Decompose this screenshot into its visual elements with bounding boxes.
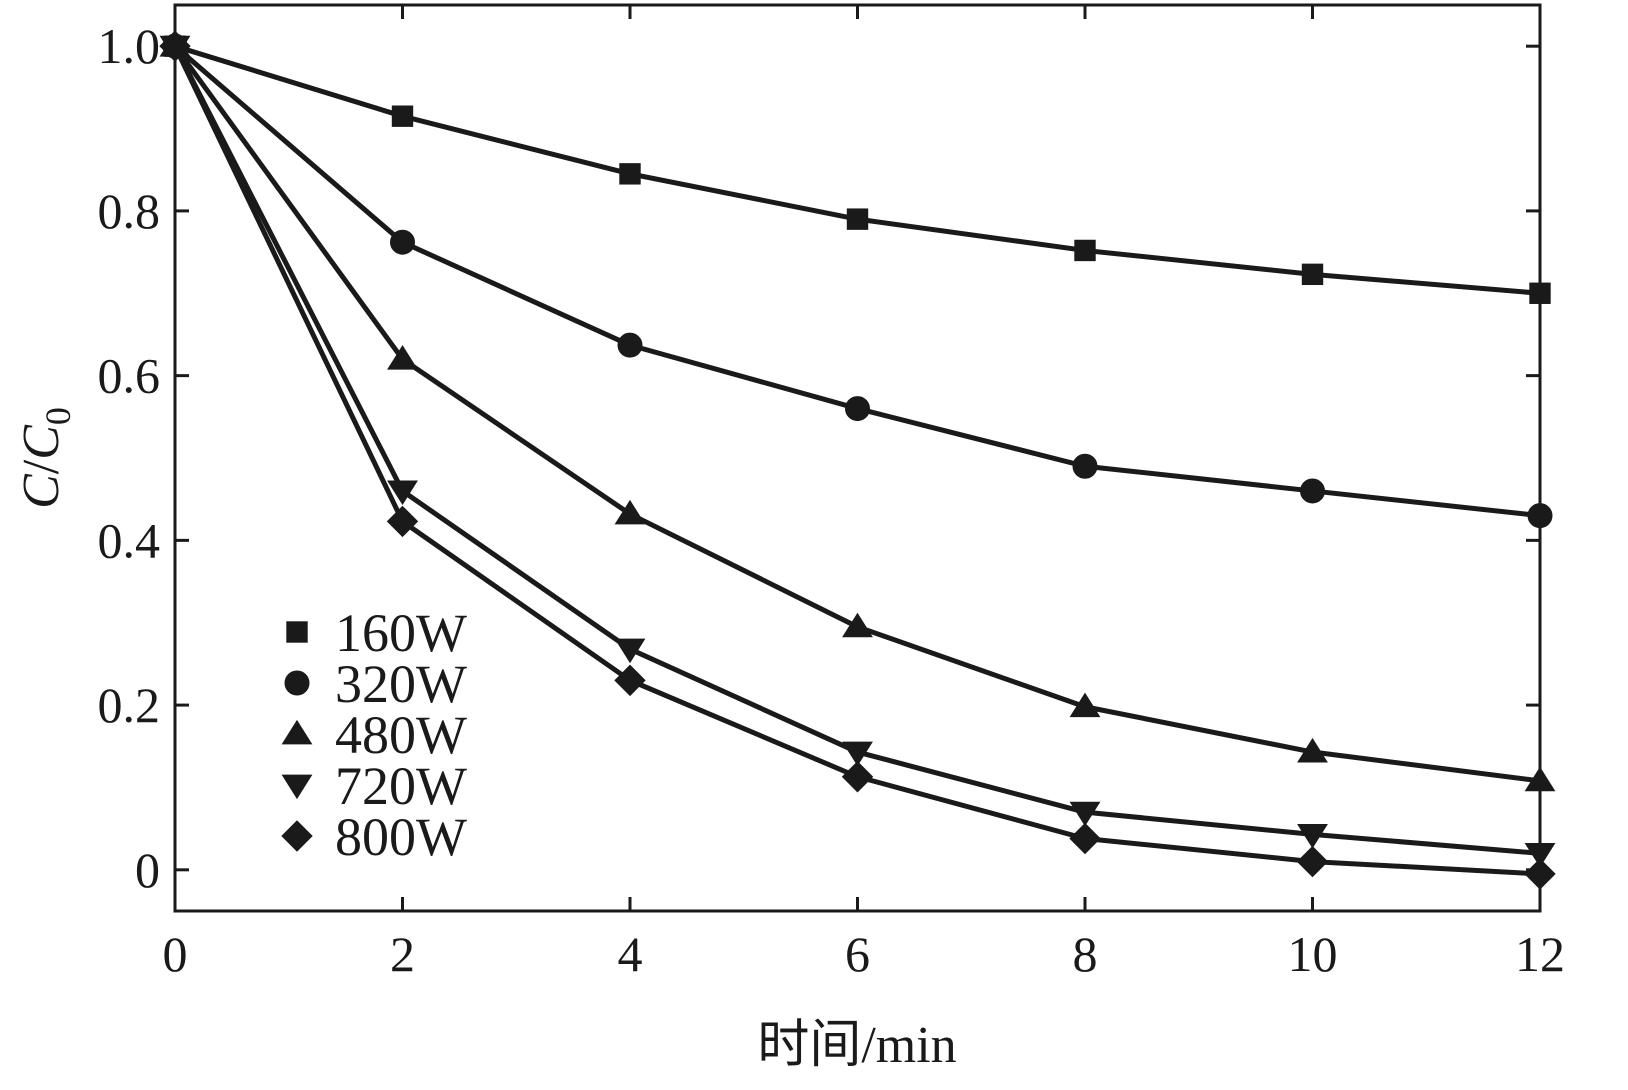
x-tick-label: 4 [618, 926, 643, 982]
y-tick-label: 0.6 [98, 348, 161, 404]
data-point-480W [1297, 737, 1328, 763]
legend-marker-160W [286, 621, 308, 643]
data-point-160W [846, 208, 869, 230]
x-tick-label: 8 [1073, 926, 1098, 982]
data-point-320W [1527, 503, 1553, 529]
y-axis-title-slash: / [13, 459, 70, 474]
legend-marker-320W [284, 670, 310, 696]
x-tick-label: 6 [845, 926, 870, 982]
data-point-160W [1301, 263, 1324, 286]
y-tick-label: 0.8 [98, 183, 161, 239]
series-line-160W [174, 43, 1541, 296]
y-axis-title: C/C0 [13, 407, 78, 509]
y-tick-label: 0.4 [98, 512, 161, 568]
x-tick-label: 10 [1288, 926, 1338, 982]
data-point-800W [614, 664, 646, 697]
data-point-320W [390, 229, 415, 255]
data-point-480W [1069, 692, 1101, 718]
data-point-160W [1074, 239, 1096, 262]
data-point-720W [387, 480, 418, 506]
y-tick-label: 1.0 [98, 18, 161, 74]
data-point-160W [1529, 282, 1551, 304]
x-tick-label: 2 [390, 926, 415, 982]
data-point-320W [1300, 478, 1325, 504]
data-point-800W [1524, 858, 1556, 890]
data-point-320W [1072, 453, 1098, 479]
data-point-800W [159, 30, 191, 62]
legend-label-320W: 320W [335, 654, 467, 714]
y-tick-label: 0 [135, 842, 160, 898]
data-point-800W [1069, 822, 1101, 855]
x-tick-label: 0 [163, 926, 188, 982]
x-tick-label: 12 [1515, 926, 1565, 982]
data-point-720W [614, 638, 646, 664]
legend-label-800W: 800W [335, 807, 467, 867]
data-point-720W [1524, 842, 1556, 868]
data-point-480W [1524, 766, 1556, 792]
y-tick-label: 0.2 [98, 677, 161, 733]
data-point-320W [845, 396, 870, 422]
y-axis-title-c0: C [13, 424, 70, 460]
data-point-480W [614, 499, 646, 525]
legend-label-480W: 480W [335, 705, 467, 765]
data-point-480W [842, 612, 873, 638]
data-point-800W [1296, 845, 1329, 878]
legend-label-720W: 720W [335, 756, 467, 816]
data-point-800W [386, 505, 419, 538]
data-point-320W [617, 332, 643, 358]
legend-marker-480W [281, 719, 313, 745]
legend-marker-800W [281, 820, 313, 852]
data-point-720W [842, 741, 873, 767]
data-point-480W [387, 345, 418, 370]
data-point-800W [841, 761, 874, 793]
data-point-720W [1069, 801, 1101, 827]
data-point-160W [391, 105, 414, 127]
y-axis-title-c: C [13, 473, 70, 509]
legend-marker-720W [281, 774, 313, 800]
data-point-160W [619, 163, 641, 185]
x-axis-title: 时间/min [757, 1017, 956, 1074]
y-axis-title-subscript: 0 [38, 407, 78, 425]
legend-label-160W: 160W [335, 603, 467, 663]
data-point-720W [1297, 824, 1328, 849]
